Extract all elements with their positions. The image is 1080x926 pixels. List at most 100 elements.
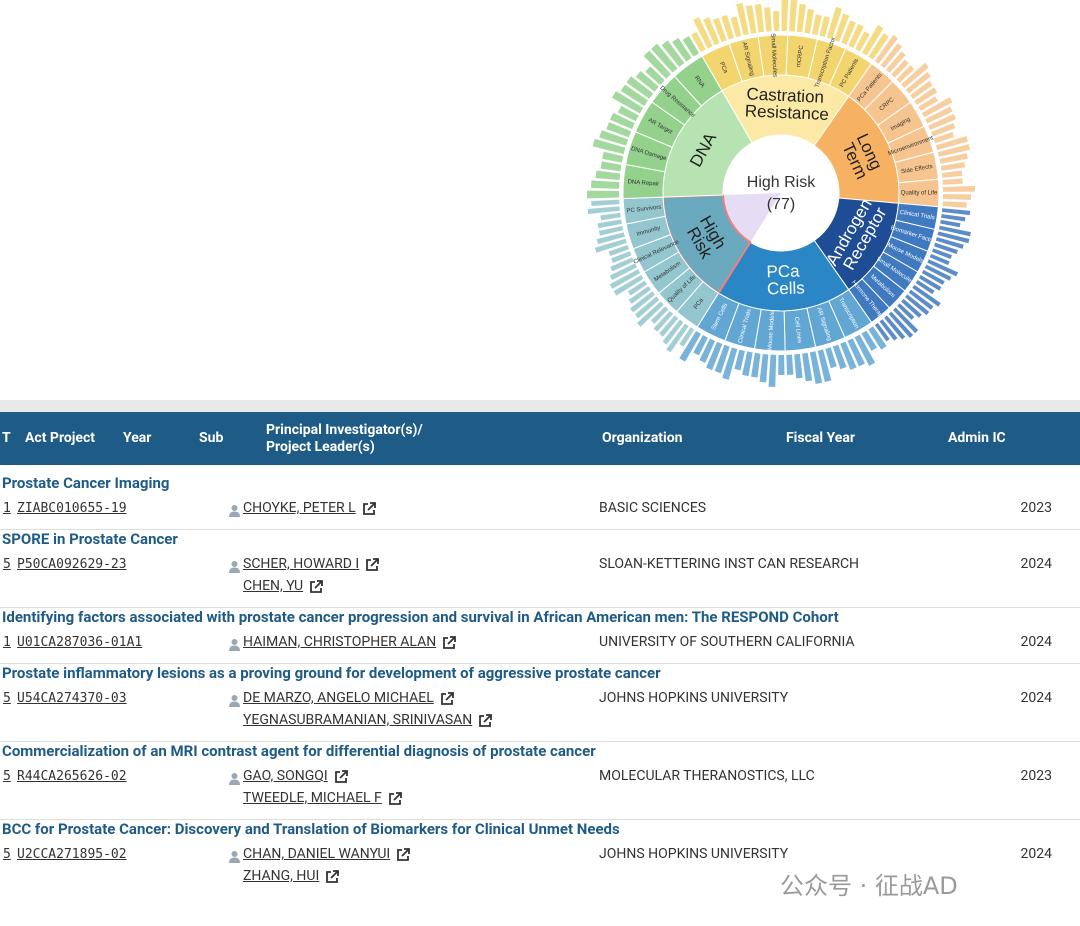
activity-type[interactable]: 5 <box>3 557 11 572</box>
outer-bar <box>888 311 914 338</box>
outer-bar <box>921 97 953 118</box>
outer-bar <box>627 280 648 296</box>
activity-type[interactable]: 1 <box>3 635 11 650</box>
row-separator <box>0 741 1080 742</box>
outer-bar <box>682 36 700 57</box>
outer-bar <box>915 280 935 295</box>
outer-bar <box>832 344 847 370</box>
outer-bar <box>931 248 953 260</box>
outer-bar <box>754 4 764 33</box>
outer-bar <box>941 170 963 178</box>
outer-bar <box>933 131 955 144</box>
project-number[interactable]: U54CA274370-03 <box>17 691 127 706</box>
outer-bar <box>703 17 720 46</box>
outer-bar <box>597 219 622 229</box>
investigator[interactable]: TWEEDLE, MICHAEL F <box>243 790 382 806</box>
outer-bar <box>901 298 922 318</box>
outer-bar <box>610 257 635 272</box>
outer-bar <box>672 37 692 62</box>
outer-bar <box>861 24 884 56</box>
outer-bar <box>796 3 806 33</box>
project-title[interactable]: BCC for Prostate Cancer: Discovery and T… <box>2 820 620 838</box>
investigator[interactable]: DE MARZO, ANGELO MICHAEL <box>243 690 434 706</box>
outer-bar <box>722 347 738 380</box>
project-number[interactable]: U01CA287036-01A1 <box>17 635 143 650</box>
outer-bar <box>921 269 945 285</box>
outer-bar <box>591 180 620 189</box>
outer-bar <box>611 251 632 263</box>
outer-bar <box>841 20 856 45</box>
outer-bar <box>608 245 630 257</box>
outer-bar <box>751 352 761 378</box>
outer-bar <box>804 8 815 34</box>
outer-bar <box>897 303 915 320</box>
outer-bar <box>693 17 713 49</box>
outer-bar <box>794 353 803 379</box>
investigator[interactable]: YEGNASUBRAMANIAN, SRINIVASAN <box>243 712 473 728</box>
outer-bar <box>927 259 959 277</box>
organization: JOHNS HOPKINS UNIVERSITY <box>599 846 789 862</box>
person-icon <box>228 770 241 789</box>
fiscal-year: 2023 <box>1020 768 1052 784</box>
outer-bar <box>662 319 684 345</box>
outer-bar <box>942 178 963 185</box>
outer-bar <box>721 14 735 40</box>
project-number[interactable]: R44CA265626-02 <box>17 769 127 784</box>
outer-bar <box>817 349 832 382</box>
investigator[interactable]: CHOYKE, PETER L <box>243 500 356 516</box>
outer-bar <box>634 296 660 319</box>
outer-bar <box>661 40 685 67</box>
outer-bar <box>773 11 780 32</box>
outer-bar <box>617 105 639 122</box>
outer-bar <box>912 284 941 307</box>
activity-type[interactable]: 1 <box>3 501 11 516</box>
investigator[interactable]: HAIMAN, CHRISTOPHER ALAN <box>243 634 437 650</box>
project-number[interactable]: P50CA092629-23 <box>17 557 127 572</box>
outer-bar <box>811 14 822 36</box>
column-header: Act Project <box>25 430 95 446</box>
external-link-icon <box>334 769 348 788</box>
outer-bar <box>650 306 669 324</box>
outer-bar <box>587 206 620 215</box>
outer-bar <box>942 194 971 200</box>
investigator[interactable]: CHEN, YU <box>243 578 304 594</box>
project-number[interactable]: U2CCA271895-02 <box>17 847 127 862</box>
outer-bar <box>935 237 964 249</box>
outer-bar <box>910 80 933 100</box>
segment-label: PCa Cells <box>762 262 805 299</box>
column-header: Organization <box>602 430 683 446</box>
activity-type[interactable]: 5 <box>3 769 11 784</box>
project-title[interactable]: SPORE in Prostate Cancer <box>2 530 178 548</box>
outer-bar <box>736 2 749 36</box>
outer-bar <box>742 351 753 377</box>
activity-type[interactable]: 5 <box>3 691 11 706</box>
organization: MOLECULAR THERANOSTICS, LLC <box>599 768 815 784</box>
project-title[interactable]: Commercialization of an MRI contrast age… <box>2 742 596 760</box>
child-label: Cell Lines <box>793 317 802 344</box>
outer-bar <box>706 341 723 371</box>
outer-bar <box>730 16 742 38</box>
outer-bar <box>734 349 745 371</box>
fiscal-year: 2024 <box>1020 690 1052 706</box>
organization: UNIVERSITY OF SOUTHERN CALIFORNIA <box>599 634 855 650</box>
project-title[interactable]: Prostate inflammatory lesions as a provi… <box>2 664 661 682</box>
fiscal-year: 2024 <box>1020 634 1052 650</box>
outer-bar <box>924 264 952 281</box>
project-title[interactable]: Identifying factors associated with pros… <box>2 608 839 626</box>
outer-bar <box>778 354 785 376</box>
activity-type[interactable]: 5 <box>3 847 11 862</box>
row-separator <box>0 607 1080 608</box>
investigator[interactable]: ZHANG, HUI <box>243 868 320 884</box>
project-number[interactable]: ZIABC010655-19 <box>17 501 127 516</box>
investigator[interactable]: GAO, SONGQI <box>243 768 328 784</box>
outer-bar <box>645 66 665 86</box>
child-label: PCa <box>718 61 729 75</box>
project-title[interactable]: Prostate Cancer Imaging <box>2 474 170 492</box>
investigator[interactable]: CHAN, DANIEL WANYUI <box>243 846 391 862</box>
fiscal-year: 2024 <box>1020 846 1052 862</box>
outer-bar <box>905 71 931 94</box>
outer-bar <box>699 338 716 363</box>
outer-bar <box>928 113 957 130</box>
investigator[interactable]: SCHER, HOWARD I <box>243 556 360 572</box>
